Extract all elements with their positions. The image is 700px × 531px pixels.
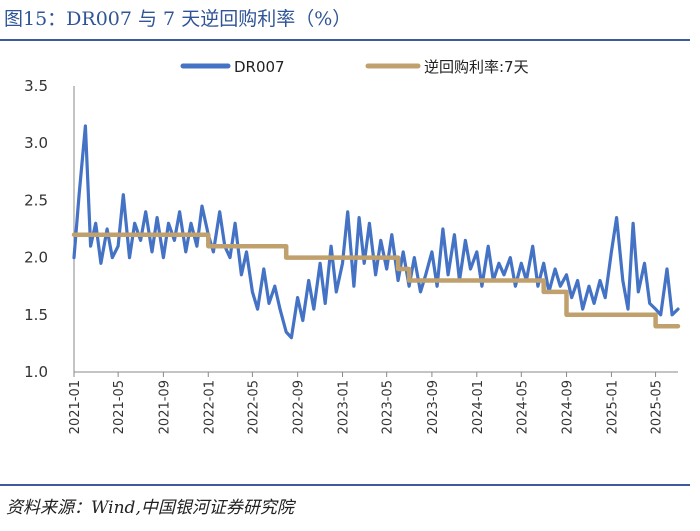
x-tick-label: 2022-01 [202,380,217,434]
series-line-dr007 [72,124,680,340]
line-chart: DR007 逆回购利率:7天 1.0 1.5 2.0 2.5 3.0 3.5 2021-0… [24,58,681,434]
x-tick-label: 2025-05 [650,380,665,434]
x-tick-label: 2023-09 [426,380,441,434]
legend-label-reverse-repo: 逆回购利率:7天 [424,58,529,76]
chart-title: 图15：DR007 与 7 天逆回购利率（%） [4,8,352,30]
y-tick-label: 1.0 [24,363,48,381]
x-tick-label: 2025-01 [605,380,620,434]
y-tick-label: 3.0 [24,134,48,152]
x-tick-label: 2024-05 [515,380,530,434]
y-tick-label: 3.5 [24,77,48,95]
x-axis: 2021-01 2021-05 2021-09 2022-01 2022-05 2022-… [68,371,678,434]
legend: DR007 逆回购利率:7天 [180,58,529,76]
x-tick-label: 2021-09 [157,380,172,434]
x-tick-label: 2024-01 [471,380,486,434]
x-tick-label: 2022-09 [292,380,307,434]
x-tick-label: 2021-05 [112,380,127,434]
x-tick-label: 2023-05 [381,380,396,434]
source-note: 资料来源：Wind,中国银河证券研究院 [6,498,294,518]
y-tick-label: 2.0 [24,249,48,267]
y-tick-label: 1.5 [24,306,48,324]
legend-label-dr007: DR007 [234,58,285,76]
title-rule [0,39,690,41]
y-axis: 1.0 1.5 2.0 2.5 3.0 3.5 [24,77,75,381]
y-tick-label: 2.5 [24,191,48,209]
footer-rule [0,484,690,486]
x-tick-label: 2023-01 [337,380,352,434]
x-tick-label: 2022-05 [246,380,261,434]
x-tick-label: 2024-09 [561,380,576,434]
x-tick-label: 2021-01 [68,380,83,434]
series-group [71,124,681,340]
series-line-reverse-repo [71,232,681,329]
